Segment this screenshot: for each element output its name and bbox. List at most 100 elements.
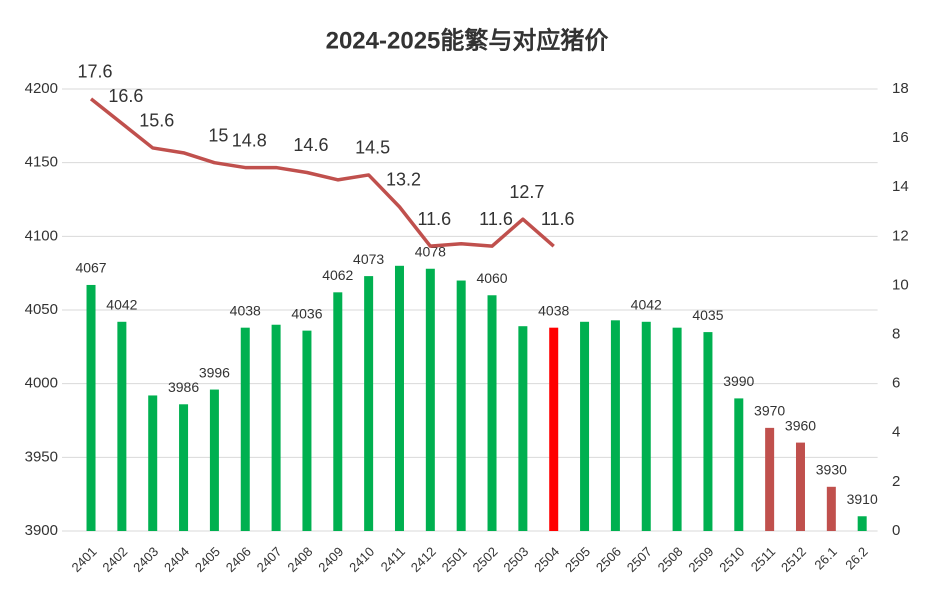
y-tick-label: 3950 — [25, 448, 58, 465]
y2-tick-label: 14 — [892, 178, 909, 195]
x-tick-label: 2509 — [685, 544, 716, 575]
x-tick-label: 2407 — [254, 544, 285, 575]
bar — [364, 276, 374, 531]
bar-value-label: 4067 — [75, 260, 106, 276]
chart-title: 2024-2025能繁与对应猪价 — [326, 26, 610, 54]
bar — [209, 389, 219, 531]
x-tick-label: 2512 — [778, 544, 809, 575]
bar-value-label: 3990 — [723, 373, 754, 389]
y2-tick-label: 18 — [892, 80, 909, 97]
bar — [641, 321, 651, 531]
bar — [518, 326, 528, 531]
line-value-label: 15 — [208, 125, 228, 145]
bar — [179, 404, 189, 531]
x-tick-label: 26.1 — [811, 544, 840, 573]
y-tick-label: 4150 — [25, 154, 58, 171]
bar — [765, 427, 775, 531]
line-value-label: 11.6 — [417, 209, 451, 229]
x-tick-label: 2504 — [531, 544, 562, 575]
bar — [425, 268, 435, 531]
x-tick-label: 2502 — [470, 544, 501, 575]
x-tick-label: 26.2 — [842, 544, 871, 573]
bar — [148, 395, 158, 531]
bar-value-label: 4078 — [415, 243, 446, 259]
bar-value-label: 4060 — [476, 270, 507, 286]
line-value-label: 13.2 — [386, 170, 421, 190]
x-tick-label: 2408 — [284, 544, 315, 575]
y-tick-label: 4050 — [25, 301, 58, 318]
bar — [672, 327, 682, 531]
x-tick-label: 2404 — [161, 544, 192, 575]
line-value-label: 11.6 — [479, 209, 513, 229]
x-tick-label: 2510 — [716, 544, 747, 575]
x-tick-label: 2505 — [562, 544, 593, 575]
line-value-label: 14.5 — [355, 138, 390, 158]
x-tick-label: 2409 — [315, 544, 346, 575]
bar-value-label: 4073 — [353, 251, 384, 267]
bar — [549, 327, 559, 531]
bar-value-label: 4038 — [230, 302, 261, 318]
line-value-label: 17.6 — [77, 62, 112, 82]
bar — [333, 292, 343, 531]
bar-value-label: 3996 — [199, 364, 230, 380]
x-tick-label: 2508 — [655, 544, 686, 575]
bar-value-label: 4042 — [106, 296, 137, 312]
bar-value-label: 3960 — [785, 417, 816, 433]
y-tick-label: 4100 — [25, 227, 58, 244]
x-tick-label: 2501 — [439, 544, 470, 575]
x-tick-label: 2410 — [346, 544, 377, 575]
bar — [487, 295, 497, 531]
bar — [86, 284, 96, 531]
bar-value-label: 4042 — [631, 296, 662, 312]
bar — [117, 321, 127, 531]
y-tick-label: 4000 — [25, 375, 58, 392]
bar — [826, 486, 836, 531]
line-value-label: 16.6 — [108, 86, 143, 106]
x-tick-label: 2401 — [69, 544, 100, 575]
bar-value-label: 4062 — [322, 267, 353, 283]
x-tick-label: 2506 — [593, 544, 624, 575]
x-tick-label: 2402 — [99, 544, 130, 575]
bar-value-label: 4035 — [692, 307, 723, 323]
x-tick-label: 2403 — [130, 544, 161, 575]
x-tick-label: 2503 — [500, 544, 531, 575]
bar-value-label: 4036 — [291, 305, 322, 321]
y2-tick-label: 8 — [892, 326, 900, 343]
y2-tick-label: 16 — [892, 129, 909, 146]
x-tick-label: 2507 — [624, 544, 655, 575]
bar-value-label: 3986 — [168, 379, 199, 395]
bar — [857, 516, 867, 531]
x-tick-label: 2511 — [748, 544, 778, 574]
bar — [610, 320, 620, 531]
bar — [302, 330, 312, 531]
x-tick-label: 2412 — [408, 544, 439, 575]
line-value-label: 11.6 — [541, 209, 575, 229]
line-value-label: 12.7 — [509, 182, 544, 202]
y2-tick-label: 0 — [892, 522, 900, 539]
y-tick-label: 4200 — [25, 80, 58, 97]
bar-value-label: 4038 — [538, 302, 569, 318]
y2-tick-label: 10 — [892, 276, 909, 293]
line — [89, 97, 555, 248]
line-value-label: 15.6 — [139, 111, 174, 131]
x-tick-label: 2406 — [223, 544, 254, 575]
bar — [394, 265, 404, 531]
bar — [456, 280, 466, 531]
y-tick-label: 3900 — [25, 522, 58, 539]
x-tick-label: 2411 — [378, 544, 408, 574]
bar-value-label: 3910 — [847, 491, 878, 507]
y2-tick-label: 4 — [892, 424, 900, 441]
line-value-label: 14.8 — [232, 130, 267, 150]
bar — [271, 324, 281, 531]
bar — [703, 332, 713, 531]
bar — [240, 327, 250, 531]
bar — [580, 321, 590, 531]
x-tick-label: 2405 — [192, 544, 223, 575]
bar-value-label: 3930 — [816, 462, 847, 478]
y2-tick-label: 6 — [892, 375, 900, 392]
y2-tick-label: 2 — [892, 473, 900, 490]
y2-tick-label: 12 — [892, 227, 909, 244]
bar — [734, 398, 744, 531]
bar — [795, 442, 805, 531]
